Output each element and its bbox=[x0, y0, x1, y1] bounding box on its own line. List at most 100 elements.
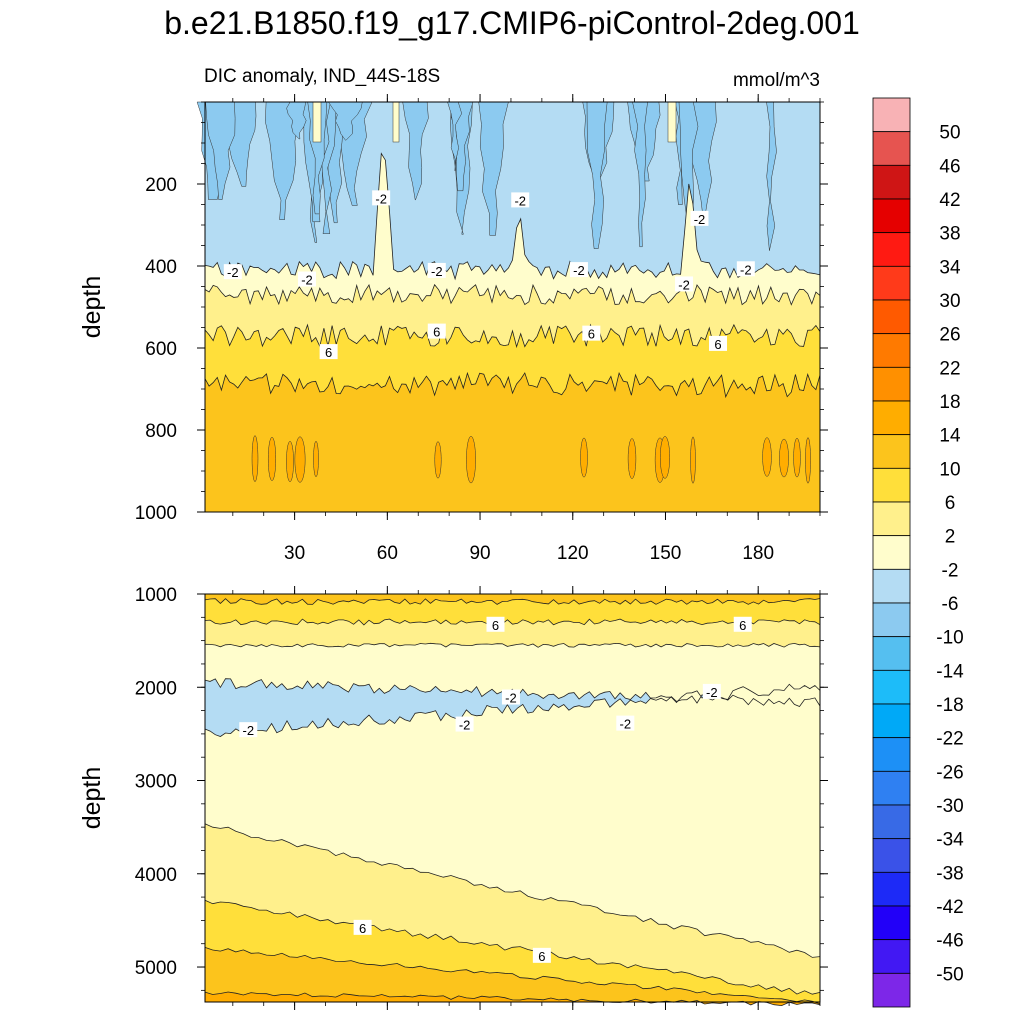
colorbar-label: -6 bbox=[942, 594, 959, 615]
contour-line bbox=[204, 642, 821, 648]
colorbar-label: 14 bbox=[939, 426, 961, 447]
colorbar-swatch bbox=[872, 366, 911, 402]
contour-label-box bbox=[582, 325, 601, 341]
colorbar-swatch bbox=[872, 198, 911, 234]
colorbar-label: -50 bbox=[936, 964, 963, 985]
main-title: b.e21.B1850.f19_g17.CMIP6-piControl-2deg… bbox=[164, 5, 860, 41]
x-tick-label: 90 bbox=[469, 543, 490, 564]
y-tick-label: 600 bbox=[145, 339, 177, 360]
colorbar-swatch bbox=[872, 467, 911, 503]
contour-label-box bbox=[675, 276, 694, 292]
colorbar-swatch bbox=[872, 905, 911, 941]
contour-label: 6 bbox=[359, 921, 366, 936]
contour-line bbox=[204, 899, 821, 995]
orange-blob bbox=[286, 441, 294, 482]
contour-label: 6 bbox=[492, 618, 499, 633]
colorbar-swatch bbox=[872, 636, 911, 671]
lower-panel: 6 6 -2 -2 -2 -2 -2 6 6 1000 2000 3000 4000 5000 depth bbox=[78, 585, 828, 1010]
y-tick-label: 5000 bbox=[135, 958, 177, 979]
orange-blob bbox=[267, 436, 277, 481]
band-deep-orange bbox=[205, 992, 820, 1006]
contour-label: 6 bbox=[538, 949, 545, 964]
colorbar-label: 18 bbox=[939, 392, 960, 413]
contour-line bbox=[204, 991, 821, 1007]
colorbar-swatch bbox=[872, 400, 911, 436]
contour-label-box bbox=[372, 190, 391, 206]
colorbar-swatch bbox=[872, 131, 911, 166]
dark-blue-streak bbox=[286, 101, 309, 140]
dark-blue-streak bbox=[205, 101, 237, 200]
colorbar-swatch bbox=[872, 972, 911, 1008]
upper-panel: -2 -2 -2 -2 -2 -2 -2 -2 -2 6 6 6 6 200 400 600 800 1000 de… bbox=[78, 94, 828, 564]
contour-label-box bbox=[616, 715, 635, 731]
contour-label: -2 bbox=[694, 212, 706, 227]
colorbar-label: 6 bbox=[945, 493, 956, 514]
y-tick-label: 3000 bbox=[135, 772, 177, 793]
contour-label-box bbox=[532, 947, 551, 963]
colorbar-label: -30 bbox=[936, 796, 963, 817]
contour-label-box bbox=[702, 683, 721, 699]
colorbar-label: 26 bbox=[939, 325, 960, 346]
colorbar-label: -2 bbox=[942, 560, 959, 581]
contour-label: -2 bbox=[678, 277, 690, 292]
contour-label: -2 bbox=[301, 273, 313, 288]
colorbar-swatch bbox=[872, 602, 911, 638]
contour-line bbox=[204, 371, 821, 399]
colorbar-label: 50 bbox=[939, 123, 960, 144]
contour-label: -2 bbox=[459, 718, 471, 733]
y-tick-label: 200 bbox=[145, 175, 177, 196]
colorbar-label: 34 bbox=[939, 257, 961, 278]
colorbar-swatch bbox=[872, 669, 911, 705]
lower-frame bbox=[204, 593, 821, 1003]
colorbar-swatch bbox=[872, 703, 911, 739]
colorbar-swatch bbox=[872, 299, 911, 335]
colorbar-label: 42 bbox=[939, 190, 960, 211]
contour-label-box bbox=[486, 616, 505, 632]
dark-blue-streak bbox=[585, 101, 608, 249]
cream-patch bbox=[312, 101, 322, 143]
x-tick-label: 60 bbox=[377, 543, 398, 564]
contour-label-box bbox=[223, 264, 242, 280]
contour-label-box bbox=[511, 192, 530, 208]
contour-label-box bbox=[736, 261, 755, 277]
colorbar-swatch bbox=[872, 871, 911, 907]
contour-label: -2 bbox=[620, 717, 632, 732]
contour-line bbox=[204, 947, 821, 1005]
orange-blob bbox=[580, 437, 588, 478]
colorbar-swatch bbox=[872, 568, 911, 604]
colorbar-swatch bbox=[872, 265, 911, 301]
x-tick-label: 150 bbox=[650, 543, 682, 564]
colorbar-label: -42 bbox=[936, 897, 963, 918]
colorbar-swatch bbox=[872, 838, 911, 873]
contour-line bbox=[204, 618, 821, 626]
colorbar-label: -26 bbox=[936, 762, 963, 783]
dark-blue-streak bbox=[447, 101, 462, 172]
contour-label: -2 bbox=[375, 191, 387, 206]
colorbar-label: 22 bbox=[939, 358, 960, 379]
y-tick-label: 1000 bbox=[135, 585, 177, 606]
y-tick-label: 2000 bbox=[135, 678, 177, 699]
orange-blob bbox=[313, 441, 319, 477]
colorbar-label: -38 bbox=[936, 863, 963, 884]
contour-label-box bbox=[501, 689, 520, 705]
contour-line bbox=[204, 283, 821, 306]
colorbar-label: 10 bbox=[939, 459, 960, 480]
contour-label-box bbox=[455, 716, 474, 732]
cream-patch bbox=[667, 101, 677, 143]
contour-label: -2 bbox=[514, 193, 526, 208]
lower-y-axis-label: depth bbox=[78, 767, 106, 830]
dark-blue-streak bbox=[307, 101, 328, 215]
orange-blob bbox=[660, 436, 670, 479]
contour-label-box bbox=[709, 335, 728, 351]
colorbar-label: -34 bbox=[936, 830, 964, 851]
dark-blue-streak bbox=[328, 101, 363, 141]
contour-line bbox=[204, 823, 821, 958]
dark-blue-streak bbox=[402, 101, 429, 201]
dark-blue-streak bbox=[476, 101, 509, 236]
colorbar-label: 30 bbox=[939, 291, 960, 312]
colorbar-swatch bbox=[872, 434, 911, 469]
colorbar-swatch bbox=[872, 333, 911, 368]
x-tick-label: 30 bbox=[284, 543, 305, 564]
contour-label-box bbox=[427, 323, 446, 339]
